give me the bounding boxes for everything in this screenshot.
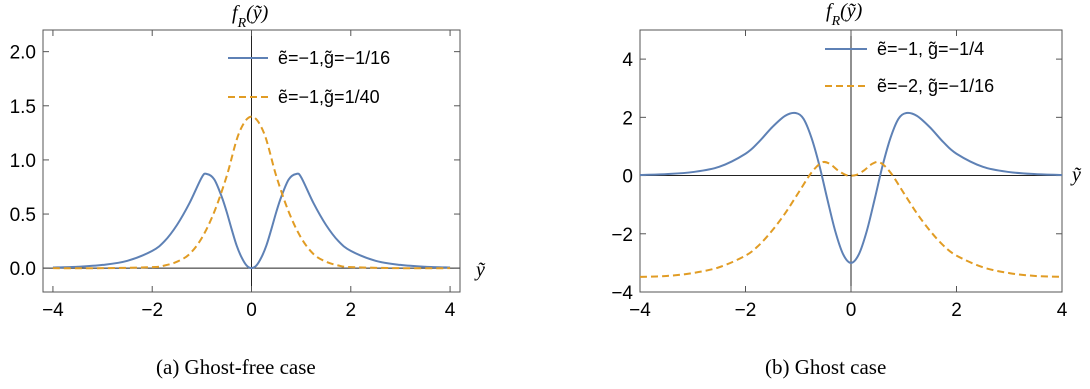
y-tick-label: 2 [622, 108, 633, 129]
y-tick-label: 4 [622, 50, 633, 71]
x-tick-label: 0 [846, 300, 857, 321]
x-tick-label: 0 [246, 300, 257, 321]
legend-label-1: ẽ=−1,g̃=−1/16 [278, 48, 390, 68]
x-tick-label: −4 [629, 300, 651, 321]
legend-label-1: ẽ=−1, g̃=−1/4 [877, 39, 984, 59]
x-tick-label: 2 [951, 300, 962, 321]
y-tick-label: −2 [611, 225, 633, 246]
x-axis-label: ỹ [1070, 164, 1082, 186]
x-axis-label: ỹ [474, 259, 486, 281]
y-tick-label: 0.0 [10, 259, 36, 280]
legend-label-2: ẽ=−2, g̃=−1/16 [877, 76, 994, 96]
chart-b: −4 −2 0 2 4 −4 −2 0 2 4 ẽ=−1, g̃=−1/4 ẽ=−2, g̃=−1/1… [611, 0, 1082, 321]
x-tick-label: −2 [141, 300, 163, 321]
caption-a: (a) Ghost-free case [156, 355, 316, 379]
x-tick-label: 4 [1057, 300, 1068, 321]
x-tick-label: 4 [445, 300, 456, 321]
y-tick-label: 1.5 [10, 97, 36, 118]
y-tick-label: −4 [611, 283, 633, 304]
y-tick-label: 2.0 [10, 43, 36, 64]
x-tick-label: −2 [735, 300, 757, 321]
y-tick-label: 0 [622, 167, 633, 188]
series-line-2 [52, 115, 451, 270]
y-tick-label: 1.0 [10, 151, 36, 172]
chart-a: −4 −2 0 2 4 0.0 0.5 1.0 1.5 2.0 ẽ=−1,g̃=−1/16 ẽ=−1,… [10, 2, 486, 321]
x-tick-label: −4 [42, 300, 64, 321]
legend-label-2: ẽ=−1,g̃=1/40 [278, 87, 380, 107]
series-line-1 [52, 172, 451, 270]
x-tick-label: 2 [345, 300, 356, 321]
y-axis-label: fR(ỹ) [232, 2, 269, 31]
series-line-1 [640, 111, 1062, 264]
y-axis-label: fR(ỹ) [826, 0, 863, 29]
y-tick-label: 0.5 [10, 205, 36, 226]
caption-b: (b) Ghost case [765, 355, 887, 379]
